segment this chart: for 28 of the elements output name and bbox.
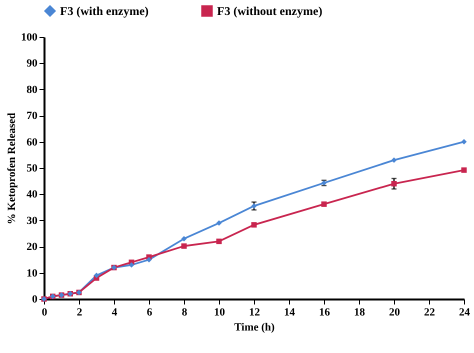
- y-tick-label: 20: [26, 241, 38, 254]
- y-axis-title: % Ketoprofen Released: [6, 112, 18, 224]
- x-tick-label: 18: [354, 306, 366, 318]
- y-tick-label: 30: [26, 214, 38, 227]
- y-tick-label: 0: [32, 294, 38, 306]
- x-tick-label: 22: [424, 306, 436, 318]
- y-tick-label: 40: [26, 188, 38, 201]
- x-tick-label: 0: [42, 306, 48, 318]
- x-tick-label: 16: [319, 306, 330, 318]
- x-tick-label: 14: [284, 306, 296, 318]
- x-tick-label: 10: [214, 306, 226, 318]
- x-axis-title: Time (h): [234, 322, 276, 334]
- y-tick-label: 100: [21, 32, 38, 44]
- y-tick-label: 80: [26, 84, 38, 96]
- y-tick-label: 60: [26, 136, 38, 148]
- x-tick-label: 24: [459, 306, 470, 318]
- y-tick-label: 90: [26, 58, 38, 70]
- x-tick-label: 12: [249, 306, 260, 318]
- x-tick-label: 6: [146, 306, 153, 318]
- y-tick-label: 10: [26, 267, 38, 280]
- y-tick-label: 70: [26, 110, 38, 122]
- x-tick-label: 2: [76, 306, 83, 318]
- legend-label: F3 (without enzyme): [217, 4, 322, 18]
- legend-label: F3 (with enzyme): [60, 4, 149, 18]
- x-tick-label: 20: [389, 306, 400, 318]
- x-tick-label: 8: [182, 306, 188, 318]
- x-tick-label: 4: [112, 306, 118, 318]
- y-tick-label: 50: [26, 162, 38, 174]
